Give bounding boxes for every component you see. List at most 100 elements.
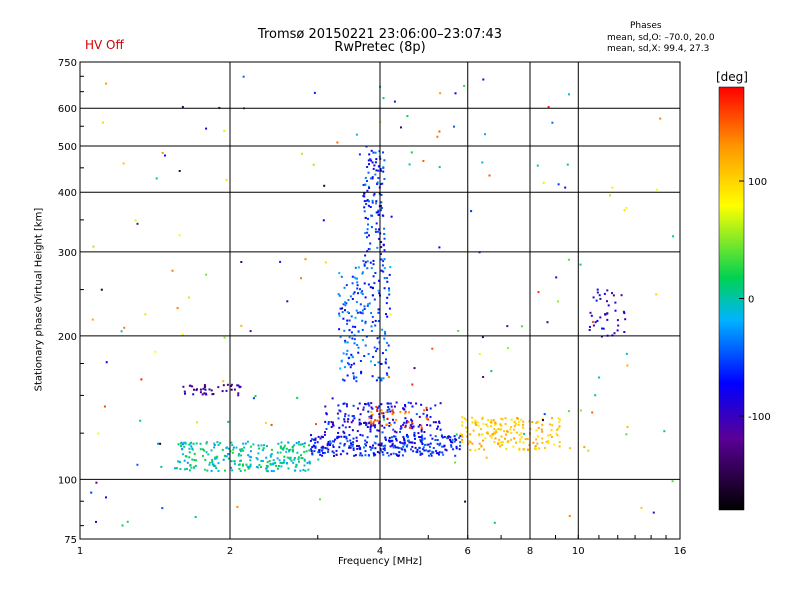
- data-point: [214, 464, 217, 467]
- data-point: [352, 415, 355, 417]
- data-point: [373, 298, 376, 301]
- data-point: [356, 445, 358, 447]
- data-point: [291, 446, 294, 449]
- data-point: [362, 408, 365, 411]
- data-point: [208, 461, 211, 464]
- data-point: [378, 165, 381, 168]
- data-point: [322, 451, 324, 454]
- data-point: [659, 117, 662, 120]
- data-point: [291, 450, 294, 453]
- data-point: [355, 380, 358, 383]
- data-point: [233, 462, 236, 465]
- data-point: [409, 426, 412, 429]
- data-point: [171, 269, 174, 272]
- data-point: [370, 149, 373, 152]
- data-point: [195, 459, 198, 462]
- data-point: [387, 376, 390, 379]
- data-point: [600, 335, 603, 338]
- data-point: [371, 315, 374, 318]
- data-point: [377, 308, 380, 311]
- data-point: [382, 97, 385, 100]
- data-point: [289, 448, 292, 451]
- data-point: [260, 466, 262, 468]
- data-point: [465, 419, 468, 422]
- data-point: [391, 443, 394, 446]
- data-point: [536, 164, 539, 167]
- data-point: [415, 450, 418, 453]
- data-point: [483, 448, 486, 451]
- data-point: [403, 437, 405, 440]
- data-point: [388, 439, 390, 442]
- data-point: [353, 338, 356, 341]
- data-point: [522, 420, 525, 423]
- data-point: [315, 423, 317, 426]
- data-point: [484, 133, 486, 136]
- data-point: [120, 330, 123, 333]
- data-point: [477, 424, 480, 427]
- data-point: [453, 125, 455, 128]
- data-point: [375, 158, 378, 161]
- data-point: [377, 213, 380, 216]
- data-point: [343, 366, 346, 369]
- data-point: [178, 460, 181, 463]
- data-point: [240, 459, 242, 462]
- data-point: [436, 442, 439, 445]
- y-tick-label: 500: [58, 142, 77, 153]
- data-point: [193, 459, 196, 461]
- data-point: [287, 467, 290, 470]
- data-point: [194, 464, 197, 467]
- data-point: [126, 520, 129, 523]
- data-point: [363, 446, 366, 449]
- data-point: [451, 438, 454, 441]
- data-point: [252, 443, 255, 446]
- data-point: [350, 331, 353, 334]
- data-point: [513, 425, 516, 428]
- data-point: [602, 327, 605, 330]
- data-point: [379, 424, 382, 427]
- data-point: [359, 311, 362, 314]
- data-point: [222, 384, 225, 387]
- data-point: [382, 445, 385, 448]
- data-point: [344, 415, 346, 418]
- data-point: [406, 433, 408, 436]
- data-point: [249, 465, 252, 468]
- data-point: [362, 260, 365, 262]
- data-point: [380, 412, 383, 415]
- data-point: [493, 440, 496, 443]
- data-point: [352, 447, 355, 450]
- data-point: [463, 84, 466, 87]
- data-point: [344, 339, 347, 342]
- data-point: [205, 393, 208, 396]
- data-point: [248, 466, 251, 469]
- data-point: [377, 361, 380, 364]
- data-point: [414, 446, 417, 449]
- data-point: [294, 465, 297, 468]
- data-point: [427, 443, 430, 446]
- data-point: [360, 422, 362, 425]
- data-point: [436, 135, 439, 138]
- data-point: [346, 362, 349, 365]
- data-point: [136, 222, 139, 225]
- data-point: [419, 436, 422, 439]
- data-point: [368, 163, 370, 166]
- data-point: [276, 467, 279, 470]
- data-point: [370, 410, 373, 413]
- data-point: [188, 384, 191, 387]
- data-point: [500, 441, 502, 444]
- data-point: [297, 456, 300, 459]
- data-point: [392, 418, 394, 421]
- data-point: [226, 383, 229, 386]
- data-point: [366, 166, 369, 168]
- data-point: [212, 463, 215, 466]
- data-point: [240, 324, 243, 327]
- data-point: [350, 442, 352, 445]
- data-point: [516, 417, 519, 420]
- data-point: [363, 206, 366, 209]
- data-point: [545, 440, 548, 443]
- data-point: [192, 393, 195, 396]
- data-point: [372, 259, 375, 262]
- data-point: [396, 446, 399, 449]
- data-point: [383, 227, 386, 230]
- data-point: [312, 438, 315, 441]
- data-point: [225, 455, 228, 458]
